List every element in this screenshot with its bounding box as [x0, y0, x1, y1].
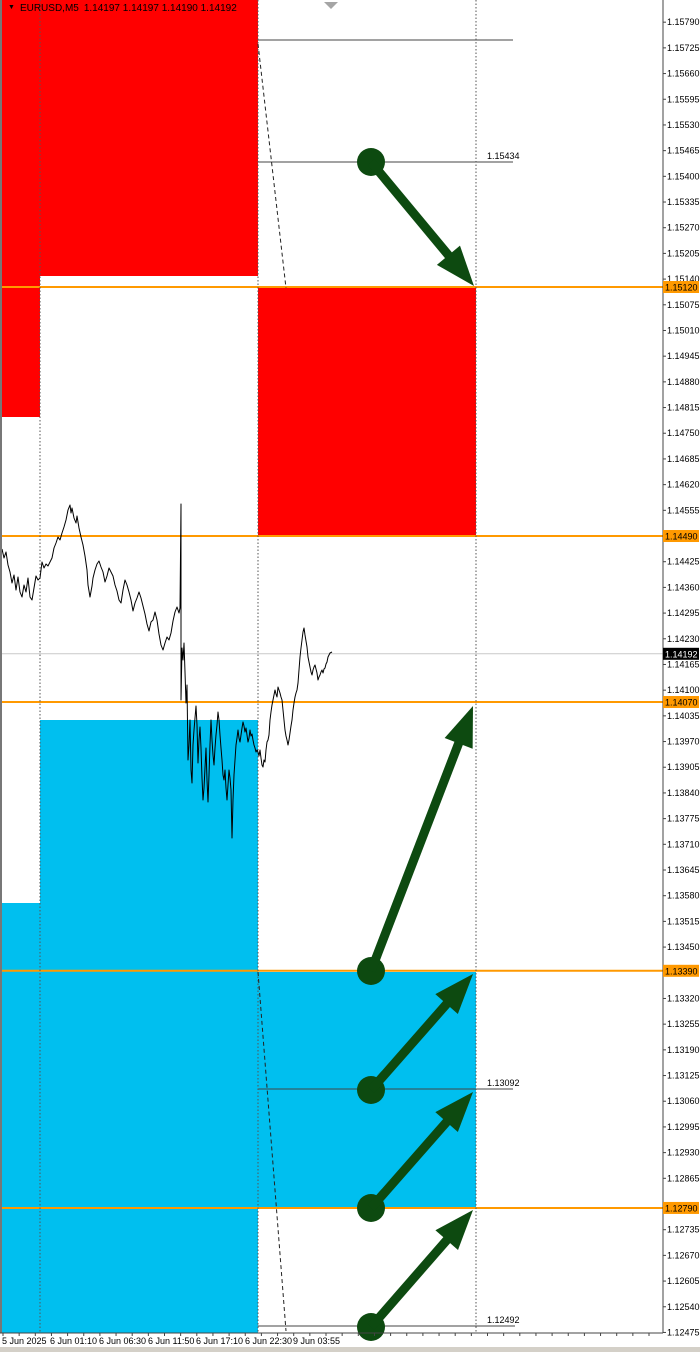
- y-tick-label: 1.14685: [667, 454, 700, 464]
- y-tick-label: 1.13060: [667, 1096, 700, 1106]
- level-price-tag-text: 1.14070: [665, 698, 698, 708]
- y-tick-label: 1.13190: [667, 1045, 700, 1055]
- y-tick-label: 1.14230: [667, 634, 700, 644]
- y-tick-label: 1.15530: [667, 120, 700, 130]
- chart-title: ▼ EURUSD,M5 1.14197 1.14197 1.14190 1.14…: [8, 3, 237, 14]
- y-tick-label: 1.15335: [667, 197, 700, 207]
- level-price-tag-text: 1.15120: [665, 283, 698, 293]
- y-tick-label: 1.15725: [667, 43, 700, 53]
- symbol-timeframe-label: EURUSD,M5: [19, 3, 79, 14]
- y-tick-label: 1.15010: [667, 325, 700, 335]
- level-price-tag-text: 1.12790: [665, 1203, 698, 1213]
- y-tick-label: 1.13710: [667, 839, 700, 849]
- y-tick-label: 1.14100: [667, 685, 700, 695]
- level-price-tag-text: 1.14490: [665, 532, 698, 542]
- ohlc-values: 1.14197 1.14197 1.14190 1.14192: [83, 3, 237, 14]
- supply-zone[interactable]: [40, 0, 258, 276]
- y-tick-label: 1.12865: [667, 1173, 700, 1183]
- arrow-up-head[interactable]: [444, 706, 473, 749]
- x-tick-label: 9 Jun 03:55: [293, 1336, 340, 1346]
- x-tick-label: 6 Jun 01:10: [50, 1336, 97, 1346]
- y-tick-label: 1.13970: [667, 737, 700, 747]
- y-tick-label: 1.15595: [667, 94, 700, 104]
- level-price-tag: [663, 281, 699, 293]
- arrow-up-head[interactable]: [435, 1210, 473, 1251]
- level-price-tag: [663, 1201, 699, 1214]
- dashed-trendline[interactable]: [257, 43, 287, 289]
- y-tick-label: 1.13450: [667, 942, 700, 952]
- y-tick-label: 1.12995: [667, 1122, 700, 1132]
- arrow-down-head[interactable]: [436, 245, 474, 286]
- y-tick-label: 1.15790: [667, 17, 700, 27]
- y-tick-label: 1.14360: [667, 582, 700, 592]
- arrow-up-head[interactable]: [435, 1092, 473, 1132]
- arrow-shaft[interactable]: [367, 1111, 457, 1211]
- level-price-tag: [663, 530, 699, 543]
- y-tick-label: 1.14750: [667, 428, 700, 438]
- y-tick-label: 1.15400: [667, 171, 700, 181]
- y-tick-label: 1.14035: [667, 711, 700, 721]
- arrow-shaft[interactable]: [366, 732, 467, 973]
- arrow-shaft[interactable]: [367, 1229, 457, 1330]
- arrow-shaft[interactable]: [367, 159, 459, 266]
- supply-zone[interactable]: [258, 288, 476, 535]
- level-price-tag: [663, 696, 699, 709]
- y-tick-label: 1.15270: [667, 223, 700, 233]
- y-tick-label: 1.14815: [667, 403, 700, 413]
- y-tick-label: 1.15660: [667, 69, 700, 79]
- y-tick-label: 1.13320: [667, 993, 700, 1003]
- x-tick-label: 6 Jun 06:30: [99, 1336, 146, 1346]
- y-tick-label: 1.14425: [667, 557, 700, 567]
- price-series: [1, 503, 333, 839]
- current-price-tag-text: 1.14192: [665, 649, 698, 659]
- current-price-tag: [663, 647, 699, 660]
- y-tick-label: 1.14165: [667, 659, 700, 669]
- y-tick-label: 1.13775: [667, 814, 700, 824]
- level-price-tag-text: 1.13390: [665, 966, 698, 976]
- y-tick-label: 1.13840: [667, 788, 700, 798]
- y-tick-label: 1.12670: [667, 1250, 700, 1260]
- demand-zone[interactable]: [2, 903, 40, 1333]
- price-line-label: 1.13092: [487, 1078, 520, 1088]
- symbol-dropdown-icon[interactable]: ▼: [8, 4, 15, 11]
- x-tick-label: 6 Jun 11:50: [148, 1336, 194, 1346]
- x-tick-label: 5 Jun 2025: [2, 1336, 47, 1346]
- y-tick-label: 1.13580: [667, 891, 700, 901]
- y-tick-label: 1.15140: [667, 274, 700, 284]
- y-tick-label: 1.15075: [667, 300, 700, 310]
- y-tick-label: 1.14945: [667, 351, 700, 361]
- demand-zone[interactable]: [40, 720, 258, 1333]
- price-line-label: 1.12492: [487, 1315, 520, 1325]
- y-tick-label: 1.12735: [667, 1225, 700, 1235]
- y-tick-label: 1.13905: [667, 762, 700, 772]
- y-tick-label: 1.13255: [667, 1019, 700, 1029]
- y-tick-label: 1.13125: [667, 1071, 700, 1081]
- y-tick-label: 1.12930: [667, 1148, 700, 1158]
- price-line-label: 1.15434: [487, 151, 520, 161]
- y-tick-label: 1.14555: [667, 505, 700, 515]
- x-tick-label: 6 Jun 17:10: [196, 1336, 243, 1346]
- arrow-shaft[interactable]: [367, 993, 457, 1093]
- chart-shift-marker-icon: [324, 2, 338, 9]
- y-tick-label: 1.13645: [667, 865, 700, 875]
- y-tick-label: 1.15205: [667, 248, 700, 258]
- y-tick-label: 1.12475: [667, 1327, 700, 1337]
- y-tick-label: 1.13515: [667, 916, 700, 926]
- y-tick-label: 1.14295: [667, 608, 700, 618]
- y-tick-label: 1.12605: [667, 1276, 700, 1286]
- arrow-up-head[interactable]: [435, 974, 473, 1014]
- y-tick-label: 1.15465: [667, 146, 700, 156]
- y-tick-label: 1.14620: [667, 480, 700, 490]
- y-tick-label: 1.12540: [667, 1302, 700, 1312]
- y-tick-label: 1.14880: [667, 377, 700, 387]
- supply-zone[interactable]: [2, 0, 40, 417]
- window-bottom-edge: [0, 1347, 700, 1352]
- x-tick-label: 6 Jun 22:30: [245, 1336, 292, 1346]
- level-price-tag: [663, 964, 699, 977]
